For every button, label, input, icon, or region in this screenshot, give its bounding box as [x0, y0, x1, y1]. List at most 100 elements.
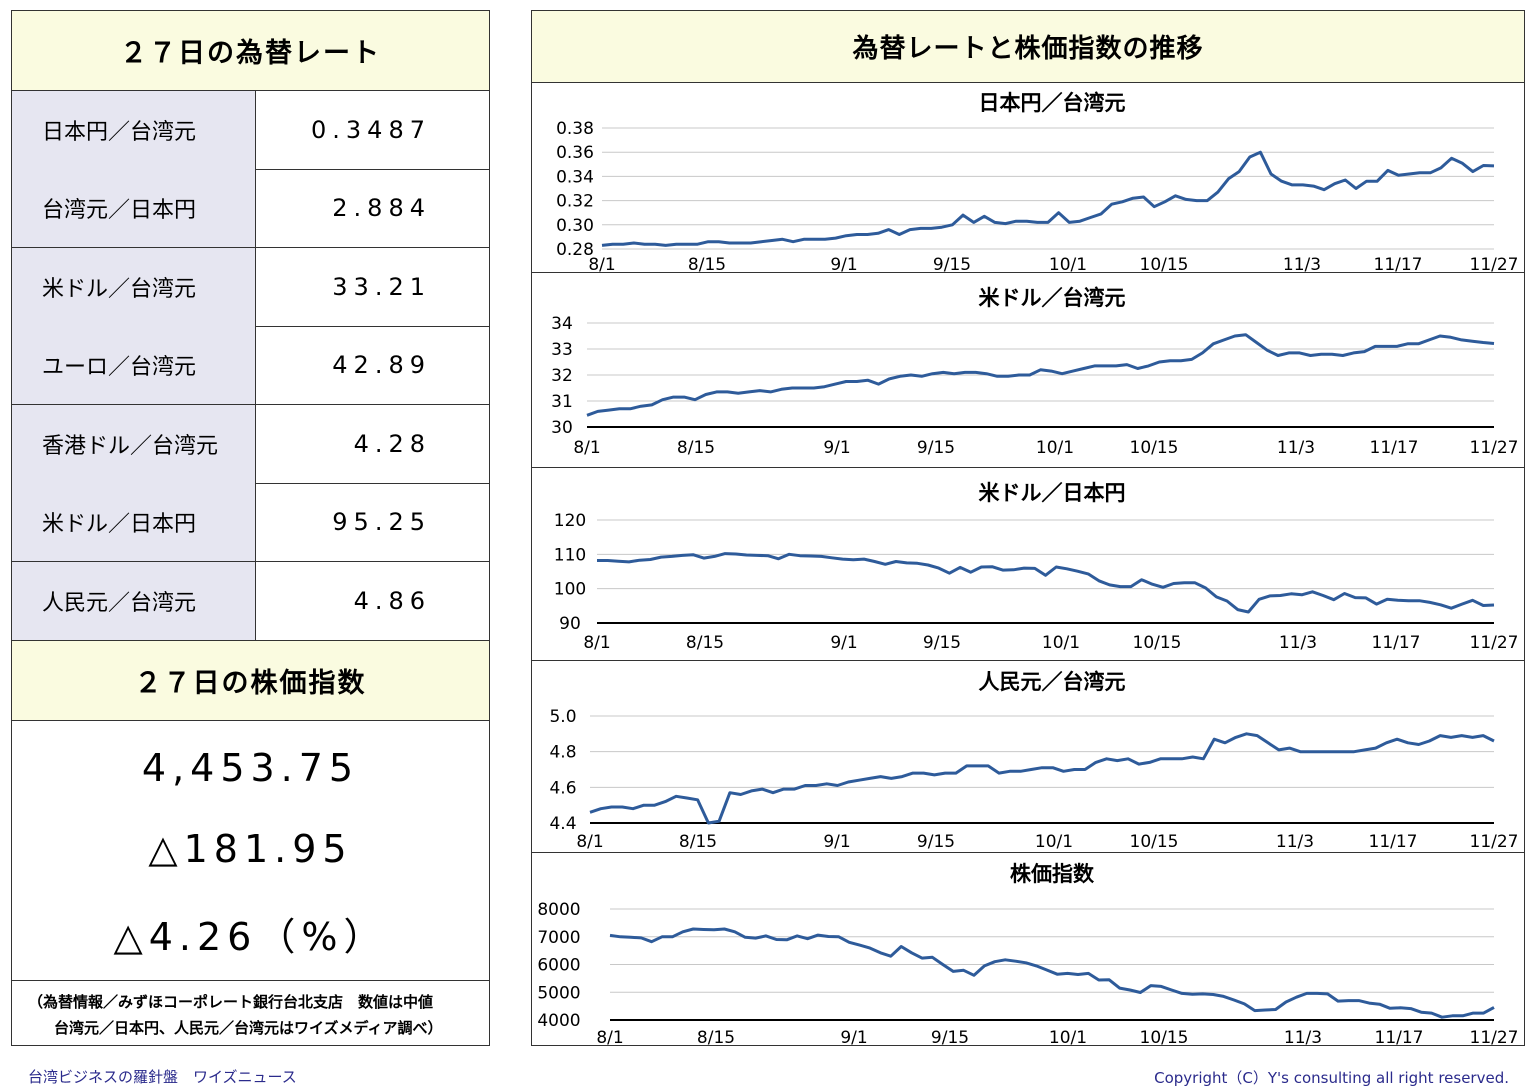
- x-tick-label: 9/1: [840, 1028, 867, 1045]
- x-tick-label: 8/15: [686, 633, 724, 653]
- x-tick-label: 10/15: [1130, 832, 1179, 852]
- rate-label: ユーロ／台湾元: [12, 326, 256, 404]
- charts-title: 為替レートと株価指数の推移: [532, 11, 1524, 83]
- x-tick-label: 10/15: [1133, 633, 1182, 653]
- x-tick-label: 8/1: [576, 832, 603, 852]
- series-line: [601, 150, 1495, 247]
- rate-row: 香港ドル／台湾元 4.28: [12, 405, 489, 484]
- y-tick-label: 6000: [537, 956, 580, 976]
- rates-panel: ２７日の為替レート 日本円／台湾元 0.3487 台湾元／日本円 2.884 米…: [11, 10, 490, 1046]
- x-tick-label: 11/17: [1374, 255, 1423, 272]
- chart-title: 株価指数: [1010, 862, 1095, 886]
- chart-title: 日本円／台湾元: [979, 91, 1126, 115]
- stock-title: ２７日の株価指数: [12, 641, 489, 721]
- x-tick-label: 9/15: [931, 1028, 969, 1045]
- x-tick-label: 11/17: [1372, 633, 1421, 653]
- y-tick-label: 90: [559, 614, 581, 634]
- y-tick-label: 33: [551, 340, 573, 360]
- x-tick-label: 9/15: [917, 438, 955, 458]
- chart-divider: [532, 660, 1524, 661]
- x-tick-label: 11/3: [1276, 832, 1314, 852]
- x-tick-label: 11/3: [1277, 438, 1315, 458]
- chart-cny-twd: 人民元／台湾元 4.4 4.6 4.8 5.0 8/1 8/15 9/1 9/15 10/1 10/…: [549, 670, 1519, 852]
- chart-divider: [532, 272, 1524, 273]
- source-note-line1: （為替情報／みずほコーポレート銀行台北支店 数値は中値: [28, 993, 434, 1011]
- series-line: [597, 552, 1495, 614]
- chart-divider: [532, 467, 1524, 468]
- rate-row: 人民元／台湾元 4.86: [12, 562, 489, 641]
- x-tick-label: 11/17: [1369, 832, 1418, 852]
- rate-value: 4.86: [353, 587, 431, 615]
- x-tick-label: 11/27: [1470, 1028, 1519, 1045]
- rate-label: 日本円／台湾元: [12, 91, 256, 169]
- x-tick-label: 8/1: [573, 438, 600, 458]
- y-tick-label: 4.8: [549, 743, 576, 763]
- x-tick-label: 8/15: [697, 1028, 735, 1045]
- x-tick-label: 8/15: [679, 832, 717, 852]
- rate-value: 4.28: [353, 430, 431, 458]
- x-tick-label: 11/27: [1470, 255, 1519, 272]
- x-tick-label: 10/1: [1036, 438, 1074, 458]
- x-tick-label: 8/1: [596, 1028, 623, 1045]
- rates-title: ２７日の為替レート: [12, 11, 489, 91]
- rate-value: 42.89: [332, 351, 431, 379]
- y-tick-label: 4.4: [549, 814, 576, 834]
- stock-index-value: 4,453.75: [141, 746, 360, 790]
- y-tick-label: 0.28: [556, 240, 594, 260]
- x-tick-label: 11/3: [1279, 633, 1317, 653]
- rate-value: 0.3487: [311, 116, 431, 144]
- x-tick-label: 8/1: [588, 255, 615, 272]
- x-tick-label: 10/1: [1042, 633, 1080, 653]
- y-tick-label: 120: [554, 511, 586, 531]
- x-tick-label: 11/3: [1283, 255, 1321, 272]
- chart-jpy-twd: 日本円／台湾元 0.28 0.30 0.32 0.34 0.36 0.38 8/1 8/15 9/…: [556, 91, 1519, 272]
- rate-label: 香港ドル／台湾元: [12, 405, 256, 483]
- x-tick-label: 11/27: [1470, 832, 1519, 852]
- chart-stock-index: 株価指数 4000 5000 6000 7000 8000 8/1 8/15 9/1 9/15 10…: [537, 862, 1519, 1045]
- series-line: [586, 333, 1495, 417]
- x-tick-label: 10/1: [1049, 1028, 1087, 1045]
- x-tick-label: 9/1: [830, 633, 857, 653]
- y-tick-label: 8000: [537, 900, 580, 920]
- stock-change-value: △181.95: [148, 827, 353, 871]
- stock-change-percent: △4.26（%）: [113, 915, 388, 959]
- chart-usd-jpy: 米ドル／日本円 90 100 110 120 8/1 8/15 9/1 9/15 10/1 10/1…: [554, 481, 1519, 653]
- x-tick-label: 8/1: [583, 633, 610, 653]
- chart-title: 米ドル／日本円: [979, 481, 1126, 505]
- y-tick-label: 31: [551, 392, 573, 412]
- x-tick-label: 10/1: [1035, 832, 1073, 852]
- x-tick-label: 11/27: [1470, 633, 1519, 653]
- x-tick-label: 8/15: [677, 438, 715, 458]
- y-tick-label: 100: [554, 580, 586, 600]
- y-tick-label: 0.34: [556, 167, 594, 187]
- rate-value: 2.884: [332, 194, 431, 222]
- rate-label: 台湾元／日本円: [12, 169, 256, 247]
- y-tick-label: 110: [554, 545, 586, 565]
- x-tick-label: 8/15: [688, 255, 726, 272]
- chart-title: 人民元／台湾元: [979, 670, 1126, 694]
- x-tick-label: 9/15: [933, 255, 971, 272]
- y-tick-label: 5000: [537, 983, 580, 1003]
- rate-value: 95.25: [332, 508, 431, 536]
- rate-label: 米ドル／日本円: [12, 483, 256, 561]
- x-tick-label: 9/1: [823, 832, 850, 852]
- x-tick-label: 9/15: [923, 633, 961, 653]
- x-tick-label: 10/15: [1140, 255, 1189, 272]
- chart-usd-twd: 米ドル／台湾元 30 31 32 33 34 8/1 8/15 9/1 9/15 10/1 10/15…: [551, 286, 1518, 458]
- x-tick-label: 10/1: [1049, 255, 1087, 272]
- rate-row: 台湾元／日本円 2.884: [12, 169, 489, 248]
- x-tick-label: 9/15: [917, 832, 955, 852]
- y-tick-label: 0.32: [556, 192, 594, 212]
- x-tick-label: 11/17: [1370, 438, 1419, 458]
- x-tick-label: 11/3: [1284, 1028, 1322, 1045]
- y-tick-label: 0.30: [556, 216, 594, 236]
- y-tick-label: 4000: [537, 1011, 580, 1031]
- source-note: （為替情報／みずほコーポレート銀行台北支店 数値は中値 台湾元／日本円、人民元／…: [12, 980, 489, 1047]
- y-tick-label: 5.0: [549, 707, 576, 727]
- series-line: [589, 732, 1495, 825]
- footer-copyright: Copyright（C）Y's consulting all right res…: [1154, 1069, 1509, 1087]
- rate-value: 33.21: [332, 273, 431, 301]
- rate-row: 日本円／台湾元 0.3487: [12, 91, 489, 170]
- y-tick-label: 30: [551, 418, 573, 438]
- x-tick-label: 9/1: [823, 438, 850, 458]
